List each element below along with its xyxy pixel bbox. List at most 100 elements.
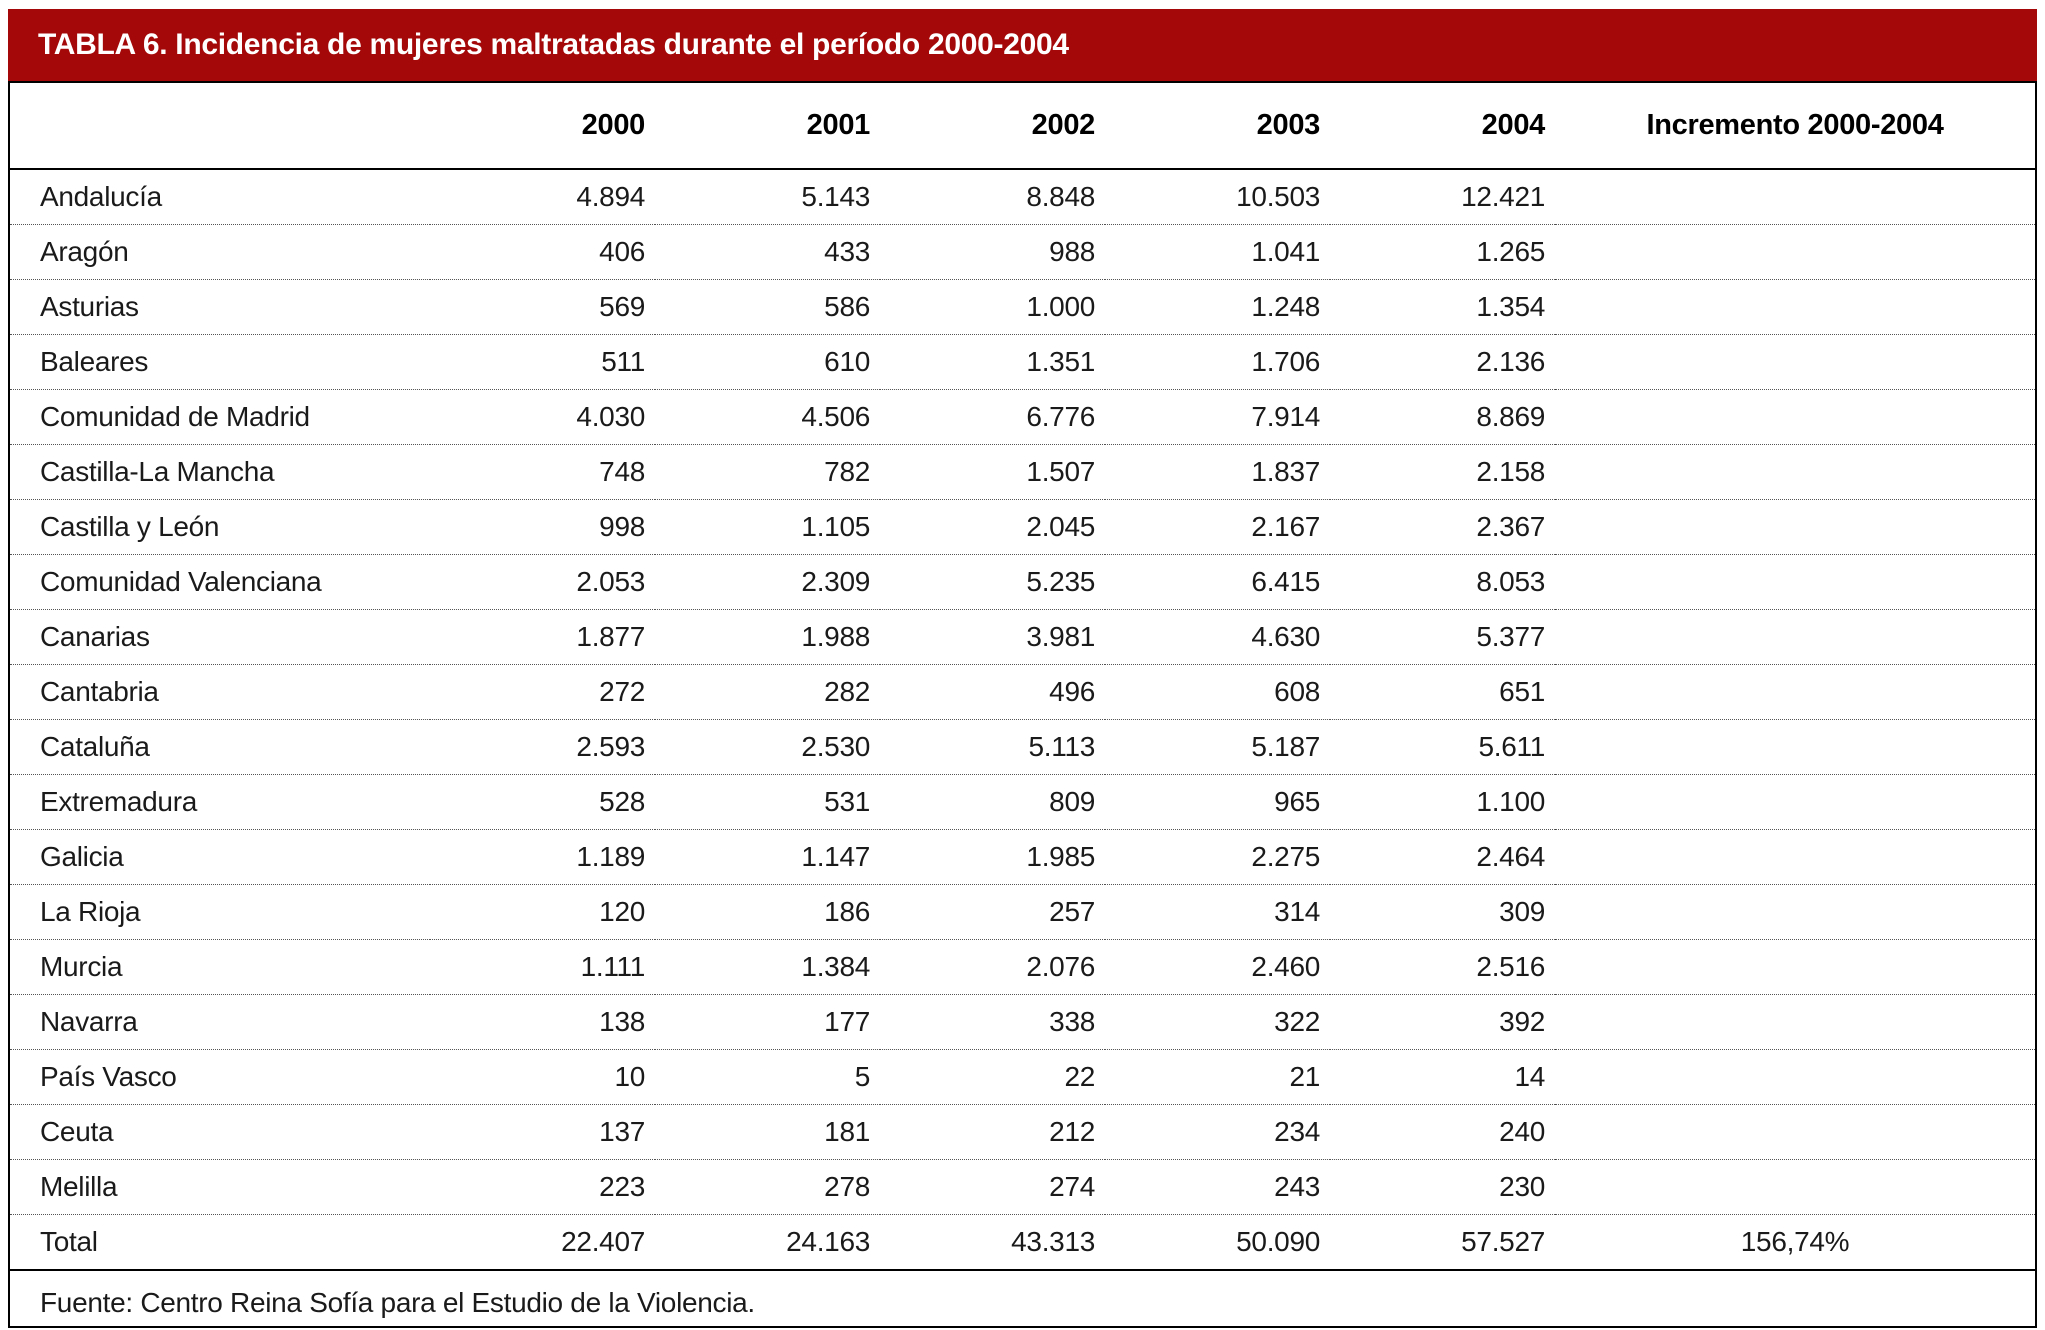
value-cell: 6.776 (880, 388, 1105, 444)
increment-cell (1555, 553, 2035, 609)
value-cell: 5.113 (880, 718, 1105, 774)
region-cell: Cataluña (10, 718, 430, 774)
value-cell: 240 (1330, 1103, 1555, 1159)
value-cell: 2.309 (655, 553, 880, 609)
value-cell: 309 (1330, 883, 1555, 939)
value-cell: 496 (880, 663, 1105, 719)
value-cell: 2.053 (430, 553, 655, 609)
value-cell: 2.464 (1330, 828, 1555, 884)
region-cell: Galicia (10, 828, 430, 884)
table-row: Melilla 223 278 274 243 230 (10, 1158, 2035, 1214)
value-cell: 181 (655, 1103, 880, 1159)
value-cell: 1.265 (1330, 223, 1555, 279)
value-cell: 2.516 (1330, 938, 1555, 994)
increment-cell (1555, 608, 2035, 664)
increment-cell (1555, 663, 2035, 719)
value-cell: 7.914 (1105, 388, 1330, 444)
region-cell: Castilla-La Mancha (10, 443, 430, 499)
value-cell: 1.988 (655, 608, 880, 664)
table-title: TABLA 6. Incidencia de mujeres maltratad… (38, 28, 1069, 61)
table-row: Canarias 1.877 1.988 3.981 4.630 5.377 (10, 608, 2035, 664)
table-body-frame: 2000 2001 2002 2003 2004 Incremento 2000-2004… (8, 81, 2037, 1328)
value-cell: 528 (430, 773, 655, 829)
value-cell: 314 (1105, 883, 1330, 939)
value-cell: 14 (1330, 1048, 1555, 1104)
value-cell: 5.377 (1330, 608, 1555, 664)
value-cell: 1.189 (430, 828, 655, 884)
table-row: Asturias 569 586 1.000 1.248 1.354 (10, 278, 2035, 334)
value-cell: 12.421 (1461, 180, 1545, 212)
value-cell: 569 (430, 278, 655, 334)
region-cell: Comunidad de Madrid (10, 388, 430, 444)
table-row: Comunidad Valenciana 2.053 2.309 5.235 6.415… (10, 553, 2035, 609)
value-cell: 2.167 (1105, 498, 1330, 554)
table-title-bar: TABLA 6. Incidencia de mujeres maltratad… (8, 9, 2037, 81)
header-row: 2000 2001 2002 2003 2004 Incremento 2000-2004 (10, 83, 2035, 170)
value-cell: 3.981 (880, 608, 1105, 664)
value-cell: 278 (655, 1158, 880, 1214)
increment-cell (1555, 1103, 2035, 1159)
value-cell: 2.593 (430, 718, 655, 774)
increment-cell (1555, 498, 2035, 554)
value-cell: 4.894 (576, 180, 645, 212)
value-cell: 392 (1330, 993, 1555, 1049)
increment-cell (1555, 278, 2035, 334)
table-row: Aragón 406 433 988 1.041 1.265 (10, 223, 2035, 279)
value-cell: 43.313 (880, 1213, 1105, 1269)
region-cell: País Vasco (10, 1048, 430, 1104)
table-rows: Andalucía 4.894 5.143 8.848 10.503 12.421 Arag… (10, 169, 2035, 1269)
year-column-header: 2003 (1105, 83, 1330, 170)
increment-cell (1555, 828, 2035, 884)
value-cell: 10 (430, 1048, 655, 1104)
value-cell: 5.235 (880, 553, 1105, 609)
increment-column-header: Incremento 2000-2004 (1555, 83, 2035, 170)
region-cell: La Rioja (10, 883, 430, 939)
increment-cell (1555, 169, 2035, 224)
value-cell: 1.041 (1105, 223, 1330, 279)
region-cell: Canarias (10, 608, 430, 664)
value-cell: 1.877 (430, 608, 655, 664)
increment-cell (1555, 993, 2035, 1049)
value-cell: 1.147 (655, 828, 880, 884)
value-cell: 651 (1330, 663, 1555, 719)
value-cell: 610 (655, 333, 880, 389)
value-cell: 22 (880, 1048, 1105, 1104)
region-cell: Cantabria (10, 663, 430, 719)
region-cell: Extremadura (10, 773, 430, 829)
value-cell: 338 (880, 993, 1105, 1049)
table-row: Comunidad de Madrid 4.030 4.506 6.776 7.914 8… (10, 388, 2035, 444)
value-cell: 2.275 (1105, 828, 1330, 884)
value-cell: 5.611 (1330, 718, 1555, 774)
value-cell: 282 (655, 663, 880, 719)
value-cell: 608 (1105, 663, 1330, 719)
region-cell: Andalucía (40, 180, 162, 212)
increment-cell (1555, 333, 2035, 389)
value-cell: 4.506 (655, 388, 880, 444)
value-cell: 809 (880, 773, 1105, 829)
value-cell: 782 (655, 443, 880, 499)
table-row: Castilla-La Mancha 748 782 1.507 1.837 2.158 (10, 443, 2035, 499)
value-cell: 186 (655, 883, 880, 939)
region-column-header (10, 83, 430, 170)
value-cell: 24.163 (655, 1213, 880, 1269)
value-cell: 1.100 (1330, 773, 1555, 829)
value-cell: 8.869 (1330, 388, 1555, 444)
value-cell: 2.158 (1330, 443, 1555, 499)
region-cell: Asturias (10, 278, 430, 334)
region-cell: Total (10, 1213, 430, 1269)
value-cell: 10.503 (1236, 180, 1320, 212)
increment-cell (1555, 1158, 2035, 1214)
source-note: Fuente: Centro Reina Sofía para el Estud… (10, 1269, 2035, 1326)
table-row: Castilla y León 998 1.105 2.045 2.167 2.367 (10, 498, 2035, 554)
incidence-table: 2000 2001 2002 2003 2004 Incremento 2000-2004… (10, 83, 2035, 1269)
value-cell: 1.507 (880, 443, 1105, 499)
increment-cell (1555, 883, 2035, 939)
year-column-header: 2002 (880, 83, 1105, 170)
increment-cell (1555, 773, 2035, 829)
value-cell: 748 (430, 443, 655, 499)
value-cell: 4.030 (430, 388, 655, 444)
value-cell: 234 (1105, 1103, 1330, 1159)
value-cell: 1.837 (1105, 443, 1330, 499)
value-cell: 2.460 (1105, 938, 1330, 994)
